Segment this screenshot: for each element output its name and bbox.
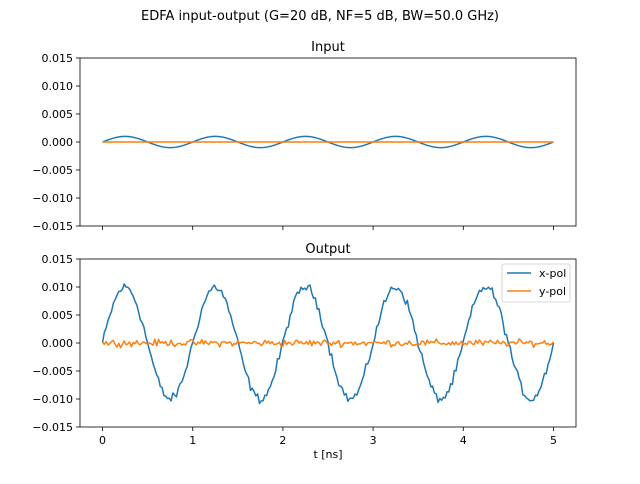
output-y-tick-label: 0.000 bbox=[42, 337, 74, 350]
output-panel: Output 0 1 2 3 4 5 0.015 0.010 0.005 0.000 −0.005 −… bbox=[32, 242, 577, 461]
output-x-tick-label: 1 bbox=[189, 434, 196, 447]
input-y-tick-label: −0.015 bbox=[32, 220, 73, 233]
output-x-tick-label: 2 bbox=[279, 434, 286, 447]
output-y-tick-label: −0.005 bbox=[32, 365, 73, 378]
legend-label-x-pol: x-pol bbox=[539, 267, 566, 280]
input-y-tick-label: 0.000 bbox=[42, 136, 74, 149]
output-series-group bbox=[101, 283, 555, 405]
output-x-tick-label: 5 bbox=[550, 434, 557, 447]
input-ticks: 0.015 0.010 0.005 0.000 −0.005 −0.010 −0.015 bbox=[32, 52, 554, 233]
input-series-group bbox=[102, 135, 554, 149]
input-y-tick-label: −0.010 bbox=[32, 192, 73, 205]
output-x-tick-label: 0 bbox=[99, 434, 106, 447]
output-ticks: 0 1 2 3 4 5 0.015 0.010 0.005 0.000 −0.005 −0.010 −0… bbox=[32, 253, 557, 447]
input-y-tick-label: −0.005 bbox=[32, 164, 73, 177]
output-x-tick-label: 4 bbox=[460, 434, 467, 447]
output-y-tick-label: 0.010 bbox=[42, 281, 74, 294]
output-series-x-pol bbox=[101, 283, 555, 405]
output-panel-title: Output bbox=[305, 242, 350, 257]
output-y-tick-label: −0.015 bbox=[32, 421, 73, 434]
output-y-tick-label: 0.005 bbox=[42, 309, 74, 322]
output-series-y-pol bbox=[101, 338, 555, 349]
legend: x-pol y-pol bbox=[501, 263, 571, 303]
output-y-tick-label: 0.015 bbox=[42, 253, 74, 266]
legend-label-y-pol: y-pol bbox=[539, 285, 566, 298]
output-x-tick-label: 3 bbox=[370, 434, 377, 447]
x-axis-label: t [ns] bbox=[313, 448, 342, 461]
input-y-tick-label: 0.015 bbox=[42, 52, 74, 65]
input-y-tick-label: 0.005 bbox=[42, 108, 74, 121]
output-y-tick-label: −0.010 bbox=[32, 393, 73, 406]
input-panel: Input 0.015 0.010 0.005 0.000 −0.005 −0.010 −0… bbox=[32, 40, 577, 233]
input-panel-title: Input bbox=[311, 40, 345, 55]
input-y-tick-label: 0.010 bbox=[42, 80, 74, 93]
figure-title: EDFA input-output (G=20 dB, NF=5 dB, BW=… bbox=[141, 9, 499, 24]
